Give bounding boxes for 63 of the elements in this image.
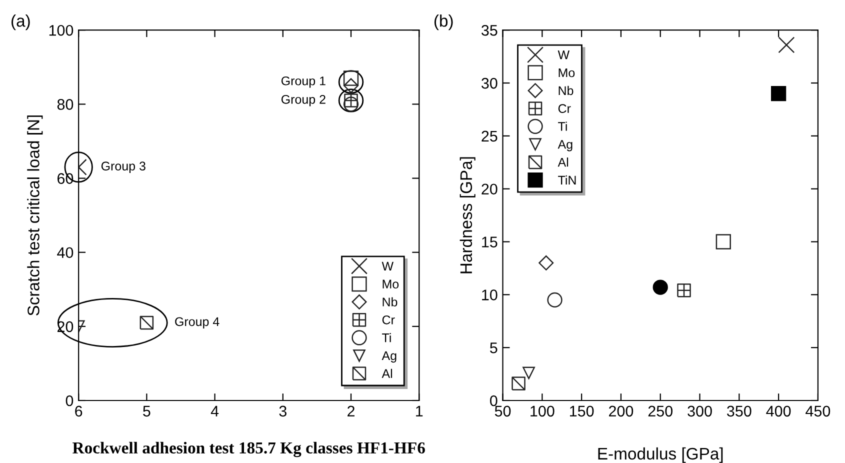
y-tick-label: 5 [490, 342, 498, 354]
x-tick-label: 4 [210, 406, 219, 416]
legend-label: Cr [382, 315, 395, 324]
point [140, 316, 154, 330]
legend-label: W [558, 50, 570, 60]
point [677, 284, 691, 298]
x-tick-label: 150 [570, 406, 594, 417]
x-tick-label: 6 [75, 406, 82, 417]
y-tick-label: 80 [57, 99, 74, 110]
x-tick-label: 400 [766, 406, 791, 417]
legend-label: Al [382, 368, 392, 378]
point [512, 376, 526, 390]
legend-label: Nb [382, 297, 398, 306]
annotation: Group 3 [101, 162, 146, 173]
x-tick-label: 3 [279, 406, 286, 417]
y-tick-label: 10 [482, 290, 498, 300]
point [547, 292, 562, 308]
y-tick-label: 30 [482, 78, 498, 89]
legend-label: Ag [558, 140, 572, 152]
x-tick-label: 450 [806, 406, 830, 417]
text: (a) [12, 14, 30, 30]
y-tick-label: 15 [482, 236, 498, 248]
x-axis-title: Rockwell adhesion test 185.7 Kg classes HF1-HF6 [72, 442, 425, 458]
y-tick-label: 0 [66, 395, 74, 406]
legend-label: Ti [558, 122, 567, 131]
y-axis-title: Scratch test critical load [N] [27, 116, 43, 316]
y-tick-label: 20 [482, 184, 498, 195]
legend-label: Nb [558, 86, 574, 96]
x-tick-label: 250 [648, 406, 673, 417]
y-tick-label: 40 [57, 247, 74, 258]
y-tick-label: 100 [49, 24, 74, 36]
annotation: Group 1 [281, 76, 326, 88]
point [716, 234, 731, 250]
point [778, 36, 795, 54]
x-tick-label: 100 [530, 406, 554, 417]
annotation: Group 4 [175, 317, 220, 329]
x-tick-label: 2 [348, 406, 354, 416]
x-tick-label: 350 [727, 406, 752, 417]
legend-label: Mo [382, 280, 399, 289]
x-tick-label: 1 [416, 406, 423, 416]
x-tick-label: 300 [688, 406, 712, 417]
x-tick-label: 5 [143, 406, 150, 417]
x-axis-title: E-modulus [GPa] [598, 447, 723, 463]
y-axis-title: Hardness [GPa] [460, 157, 476, 274]
point [770, 86, 786, 102]
legend-label: TiN [558, 175, 576, 184]
x-tick-label: 200 [608, 406, 634, 417]
legend-label: Ti [382, 333, 391, 342]
annotation: Group 2 [281, 94, 326, 106]
point [522, 366, 535, 380]
point [538, 255, 554, 270]
legend-label: Ag [382, 351, 396, 363]
y-tick-label: 25 [482, 130, 498, 142]
point [338, 88, 364, 112]
y-tick-label: 0 [490, 395, 498, 406]
point [652, 280, 668, 295]
legend-label: Mo [558, 68, 575, 78]
legend-label: Al [558, 158, 568, 167]
legend-label: W [382, 262, 394, 270]
legend-label: Cr [558, 104, 571, 113]
text: (b) [434, 14, 453, 30]
x-tick-label: 50 [494, 406, 511, 417]
y-tick-label: 35 [482, 24, 498, 36]
